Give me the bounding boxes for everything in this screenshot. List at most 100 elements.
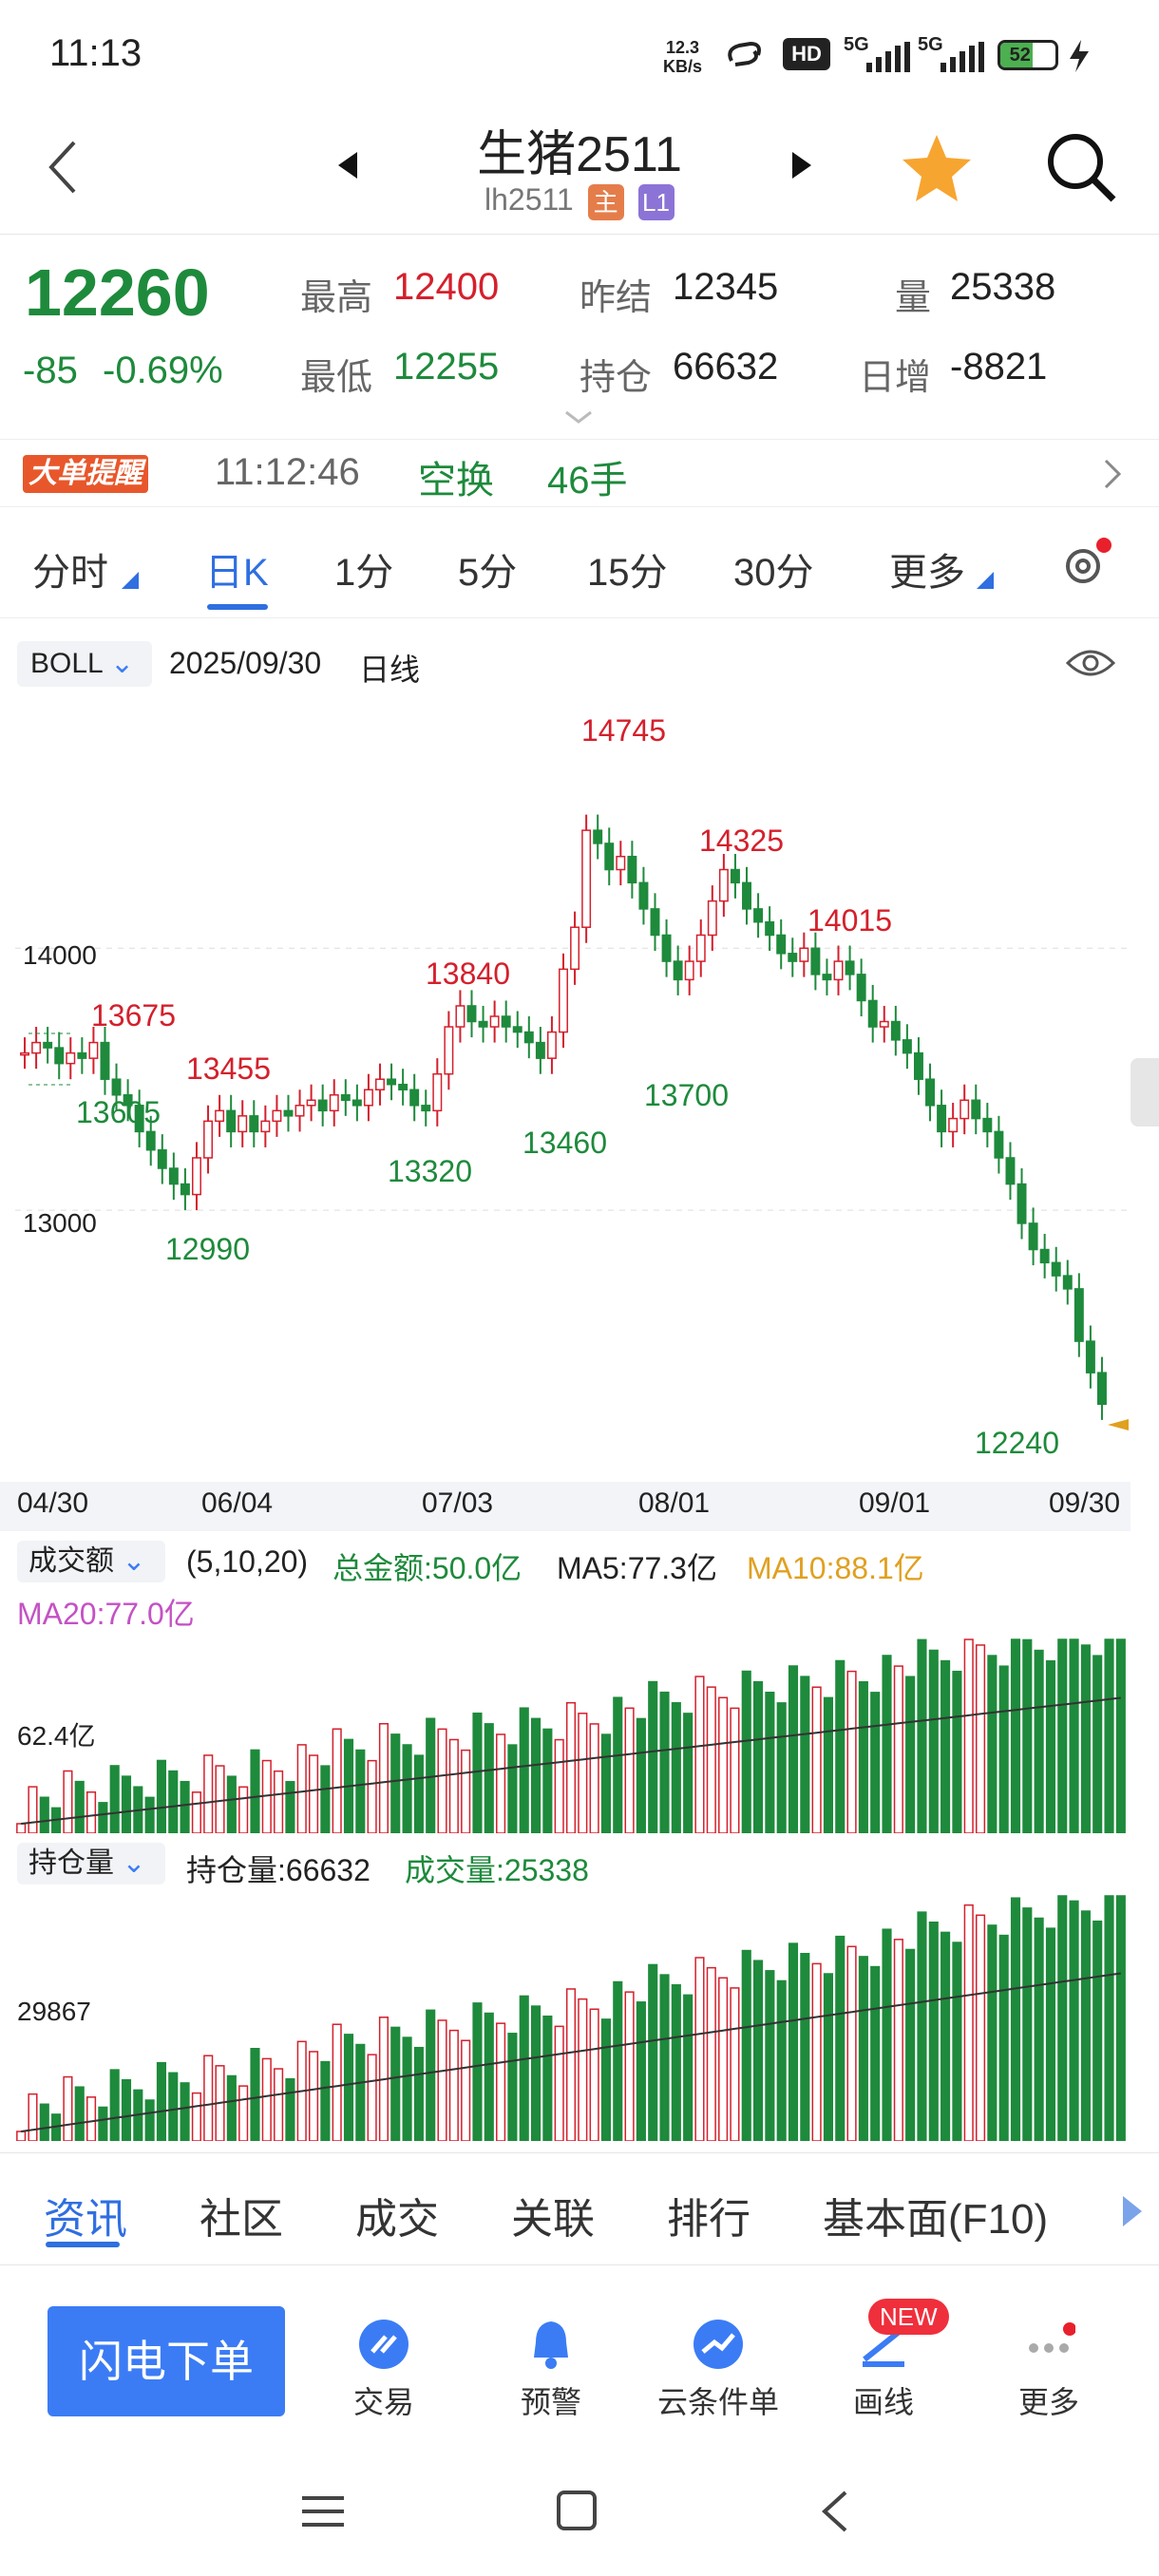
indicator-select[interactable]: BOLL ⌄ [17, 641, 152, 687]
candle-body [730, 868, 740, 884]
volume-bar [846, 1670, 857, 1833]
volume-bar [437, 2019, 447, 2141]
next-contract-icon[interactable] [790, 150, 815, 180]
nav-alert[interactable]: 预警 [484, 2318, 618, 2422]
tab-intraday[interactable]: 分时 [32, 552, 108, 594]
volume-bar [835, 1659, 846, 1833]
cloud-order-icon [694, 2320, 743, 2369]
candle-body [489, 1015, 500, 1028]
volume-bar [613, 1696, 623, 1833]
candle-body [867, 999, 878, 1028]
candle-body [913, 1051, 923, 1080]
candle-body [249, 1115, 259, 1133]
volume-bar [998, 1665, 1009, 1833]
open-interest-chart[interactable] [15, 1890, 1127, 2141]
volume-bar [16, 1823, 27, 1833]
tab-more[interactable]: 更多 [889, 552, 965, 594]
chevron-down-icon: ⌄ [122, 1847, 146, 1879]
volume-bar [261, 1759, 272, 1833]
volume-bar [74, 2086, 85, 2141]
nav-more[interactable]: 更多 [982, 2318, 1115, 2422]
high-value: 12400 [393, 266, 500, 308]
tab-news[interactable]: 资讯 [44, 2196, 127, 2243]
home-icon[interactable] [555, 2489, 598, 2532]
star-favorite-icon[interactable] [901, 131, 973, 203]
signal-icon-a [866, 42, 910, 72]
candle-body [100, 1041, 110, 1080]
tab-fundamentals[interactable]: 基本面(F10) [823, 2196, 1049, 2243]
volume-bar [496, 2022, 506, 2141]
volume-bar [156, 2061, 167, 2141]
volume-bar [589, 2008, 599, 2141]
volume-bar [542, 1728, 553, 1833]
expand-chevron-icon[interactable] [564, 410, 593, 426]
eye-icon[interactable] [1064, 646, 1117, 680]
volume-bar [448, 2029, 459, 2141]
volume-bar [752, 1960, 764, 2141]
back-icon[interactable] [44, 139, 82, 196]
candle-body [375, 1078, 385, 1090]
volume-bar [823, 1696, 834, 1833]
tab-1min[interactable]: 1分 [334, 552, 394, 594]
tab-30min[interactable]: 30分 [733, 552, 814, 594]
battery-level: 52 [1000, 43, 1033, 67]
volume-bar [905, 1676, 916, 1833]
panel-divider [0, 2152, 1159, 2153]
annotation-label: 14745 [581, 713, 666, 748]
volume-bar [1022, 1638, 1033, 1833]
candle-body [363, 1089, 373, 1107]
tab-trades[interactable]: 成交 [355, 2196, 439, 2243]
menu-icon[interactable] [300, 2492, 346, 2530]
volume-bar [648, 1680, 658, 1833]
candlestick-chart[interactable]: 14745 14325 14015 13840 13675 13455 13605 13320… [15, 703, 1129, 1533]
volume-bar [484, 1723, 494, 1833]
header-divider [0, 234, 1159, 235]
volume-bar [671, 1702, 681, 1833]
tab-5min[interactable]: 5分 [458, 552, 518, 594]
search-icon[interactable] [1045, 131, 1117, 203]
volume-bar [39, 2103, 49, 2141]
volume-bar [86, 1790, 97, 1833]
system-back-icon[interactable] [815, 2489, 853, 2534]
volume-bar [448, 1738, 459, 1833]
candle-body [501, 1015, 511, 1028]
big-order-alert[interactable]: 大单提醒 11:12:46 空换 46手 [0, 439, 1159, 507]
candle-body [925, 1078, 935, 1107]
volume-bar [659, 1691, 670, 1833]
tab-ranking[interactable]: 排行 [667, 2196, 750, 2243]
volume-bar [226, 1775, 237, 1833]
volume-bar [788, 1942, 799, 2141]
volume-bar [472, 1712, 483, 1833]
volume-indicator-select[interactable]: 成交额 ⌄ [17, 1541, 165, 1582]
volume-bar [484, 2012, 494, 2141]
nav-trade-label: 交易 [352, 2385, 414, 2419]
candle-body [31, 1041, 42, 1054]
volume-bar [215, 1765, 225, 1833]
nav-cloud-order[interactable]: 云条件单 [652, 2318, 785, 2422]
volume-bar [706, 1686, 716, 1833]
fast-order-button[interactable]: 闪电下单 [48, 2306, 285, 2416]
volume-chart[interactable] [15, 1634, 1127, 1833]
volume-bar [835, 1935, 846, 2141]
tabs-scroll-right-icon[interactable] [1121, 2194, 1144, 2228]
volume-bar [1080, 1910, 1091, 2141]
tab-daily-k[interactable]: 日K [205, 552, 269, 594]
tab-community[interactable]: 社区 [200, 2196, 283, 2243]
y-tick-14000: 14000 [23, 940, 97, 970]
volume-bar [238, 1786, 249, 1833]
candle-body [753, 908, 764, 923]
net-speed-unit: KB/s [663, 57, 703, 76]
candle-body [523, 1031, 534, 1044]
volume-bar [648, 1963, 658, 2141]
settings-gear-icon[interactable] [1056, 536, 1113, 593]
prev-contract-icon[interactable] [334, 150, 359, 180]
tab-15min[interactable]: 15分 [587, 552, 668, 594]
volume-label: 量 [895, 278, 932, 318]
side-drawer-handle[interactable] [1130, 1058, 1159, 1127]
candle-body [902, 1039, 912, 1054]
nav-trade[interactable]: 交易 [317, 2318, 450, 2422]
tab-related[interactable]: 关联 [511, 2196, 595, 2243]
oi-indicator-select[interactable]: 持仓量 ⌄ [17, 1843, 165, 1885]
candle-body [1039, 1248, 1050, 1264]
volume-bar [238, 2085, 249, 2141]
